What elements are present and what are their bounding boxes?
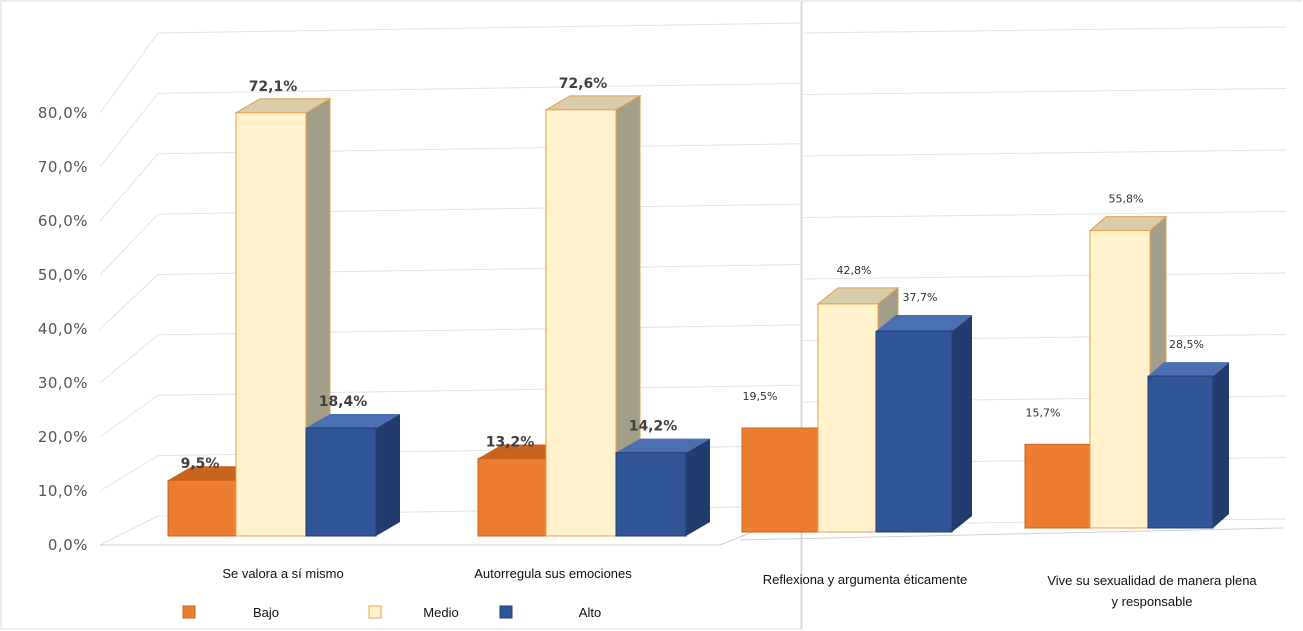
legend-item-bajo: Bajo [182, 605, 279, 620]
gridline-depth [99, 32, 159, 114]
data-label: 55,8% [1109, 193, 1144, 206]
category-label: Reflexiona y argumenta éticamente [763, 572, 968, 587]
gridline-depth [99, 93, 159, 168]
y-tick-label: 30,0% [38, 374, 88, 392]
data-label: 19,5% [743, 390, 778, 403]
bar-medio [544, 94, 642, 537]
bar-front [305, 427, 377, 537]
data-label: 9,5% [181, 456, 220, 472]
bar-alto [305, 413, 400, 537]
gridline-depth [99, 334, 159, 384]
y-tick-label: 0,0% [48, 536, 88, 554]
gridline [803, 26, 1287, 34]
bar-top [616, 438, 710, 453]
y-tick-label: 20,0% [38, 428, 88, 446]
y-tick-label: 50,0% [38, 266, 88, 284]
data-label: 42,8% [837, 264, 872, 277]
category-label: Se valora a sí mismo [222, 566, 343, 581]
gridline-depth [99, 515, 159, 546]
gridline [157, 82, 801, 94]
y-axis: 0,0% 10,0% 20,0% 30,0% 40,0% 50,0% 60,0% 70,0% 8… [38, 104, 88, 554]
bars [167, 94, 1229, 537]
bar-front [477, 458, 549, 537]
legend-label: Alto [579, 605, 601, 620]
bar-top [876, 315, 972, 332]
y-tick-label: 40,0% [38, 320, 88, 338]
y-tick-label: 10,0% [38, 482, 88, 500]
legend: Bajo Medio Alto [182, 605, 601, 620]
category-labels: Se valora a sí mismo Autorregula sus emoc… [222, 566, 1257, 609]
bar-front [235, 112, 307, 537]
bar-front [615, 452, 687, 537]
legend-swatch [182, 605, 196, 619]
y-tick-label: 70,0% [38, 158, 88, 176]
gridline-depth [99, 213, 159, 276]
bar-front [545, 109, 617, 537]
y-tick-label: 60,0% [38, 212, 88, 230]
bar-top [1148, 362, 1229, 377]
data-label: 72,1% [249, 79, 298, 95]
bar-side [1213, 362, 1229, 528]
bar-alto [615, 438, 710, 537]
bar-alto [875, 315, 972, 533]
data-label: 13,2% [486, 435, 535, 451]
bar-alto [1147, 362, 1229, 529]
gridline-depth [99, 153, 159, 222]
legend-label: Medio [423, 605, 458, 620]
legend-label: Bajo [253, 605, 279, 620]
data-label: 14,2% [629, 419, 678, 435]
data-label: 28,5% [1169, 338, 1204, 351]
bar-front [1024, 443, 1091, 529]
data-label: 18,4% [319, 394, 368, 410]
gridline [803, 211, 1287, 218]
chart-frame-left [0, 0, 802, 630]
gridline [803, 88, 1287, 95]
category-label: Vive su sexualidad de manera plena y resp… [1047, 573, 1257, 609]
gridline [803, 272, 1287, 280]
bar-side [686, 438, 710, 536]
data-label: 15,7% [1026, 406, 1061, 419]
legend-swatch [499, 605, 513, 619]
bar-front [741, 427, 819, 533]
bar-side [376, 413, 400, 536]
floor-front [739, 527, 1284, 541]
bar-side [952, 315, 972, 532]
bar-front [1147, 375, 1214, 529]
bar-front [167, 479, 239, 537]
bar-top [306, 413, 400, 428]
gridline-depth [99, 394, 159, 438]
gridline [157, 22, 801, 34]
gridline-depth [99, 274, 159, 330]
legend-swatch [368, 605, 382, 619]
bar-front [875, 330, 953, 533]
bar-front [1089, 230, 1151, 529]
bar-front [817, 303, 879, 533]
data-label: 72,6% [559, 76, 608, 92]
category-label: Autorregula sus emociones [474, 566, 632, 581]
legend-item-medio: Medio [368, 605, 459, 620]
legend-item-alto: Alto [499, 605, 601, 620]
gridline [803, 149, 1287, 157]
value-labels: 9,5% 72,1% 18,4% 13,2% 72,6% 14,2% 19,5% 42,8% 3… [181, 76, 1204, 472]
y-tick-label: 80,0% [38, 104, 88, 122]
gridline-depth [99, 455, 159, 492]
data-label: 37,7% [903, 291, 938, 304]
